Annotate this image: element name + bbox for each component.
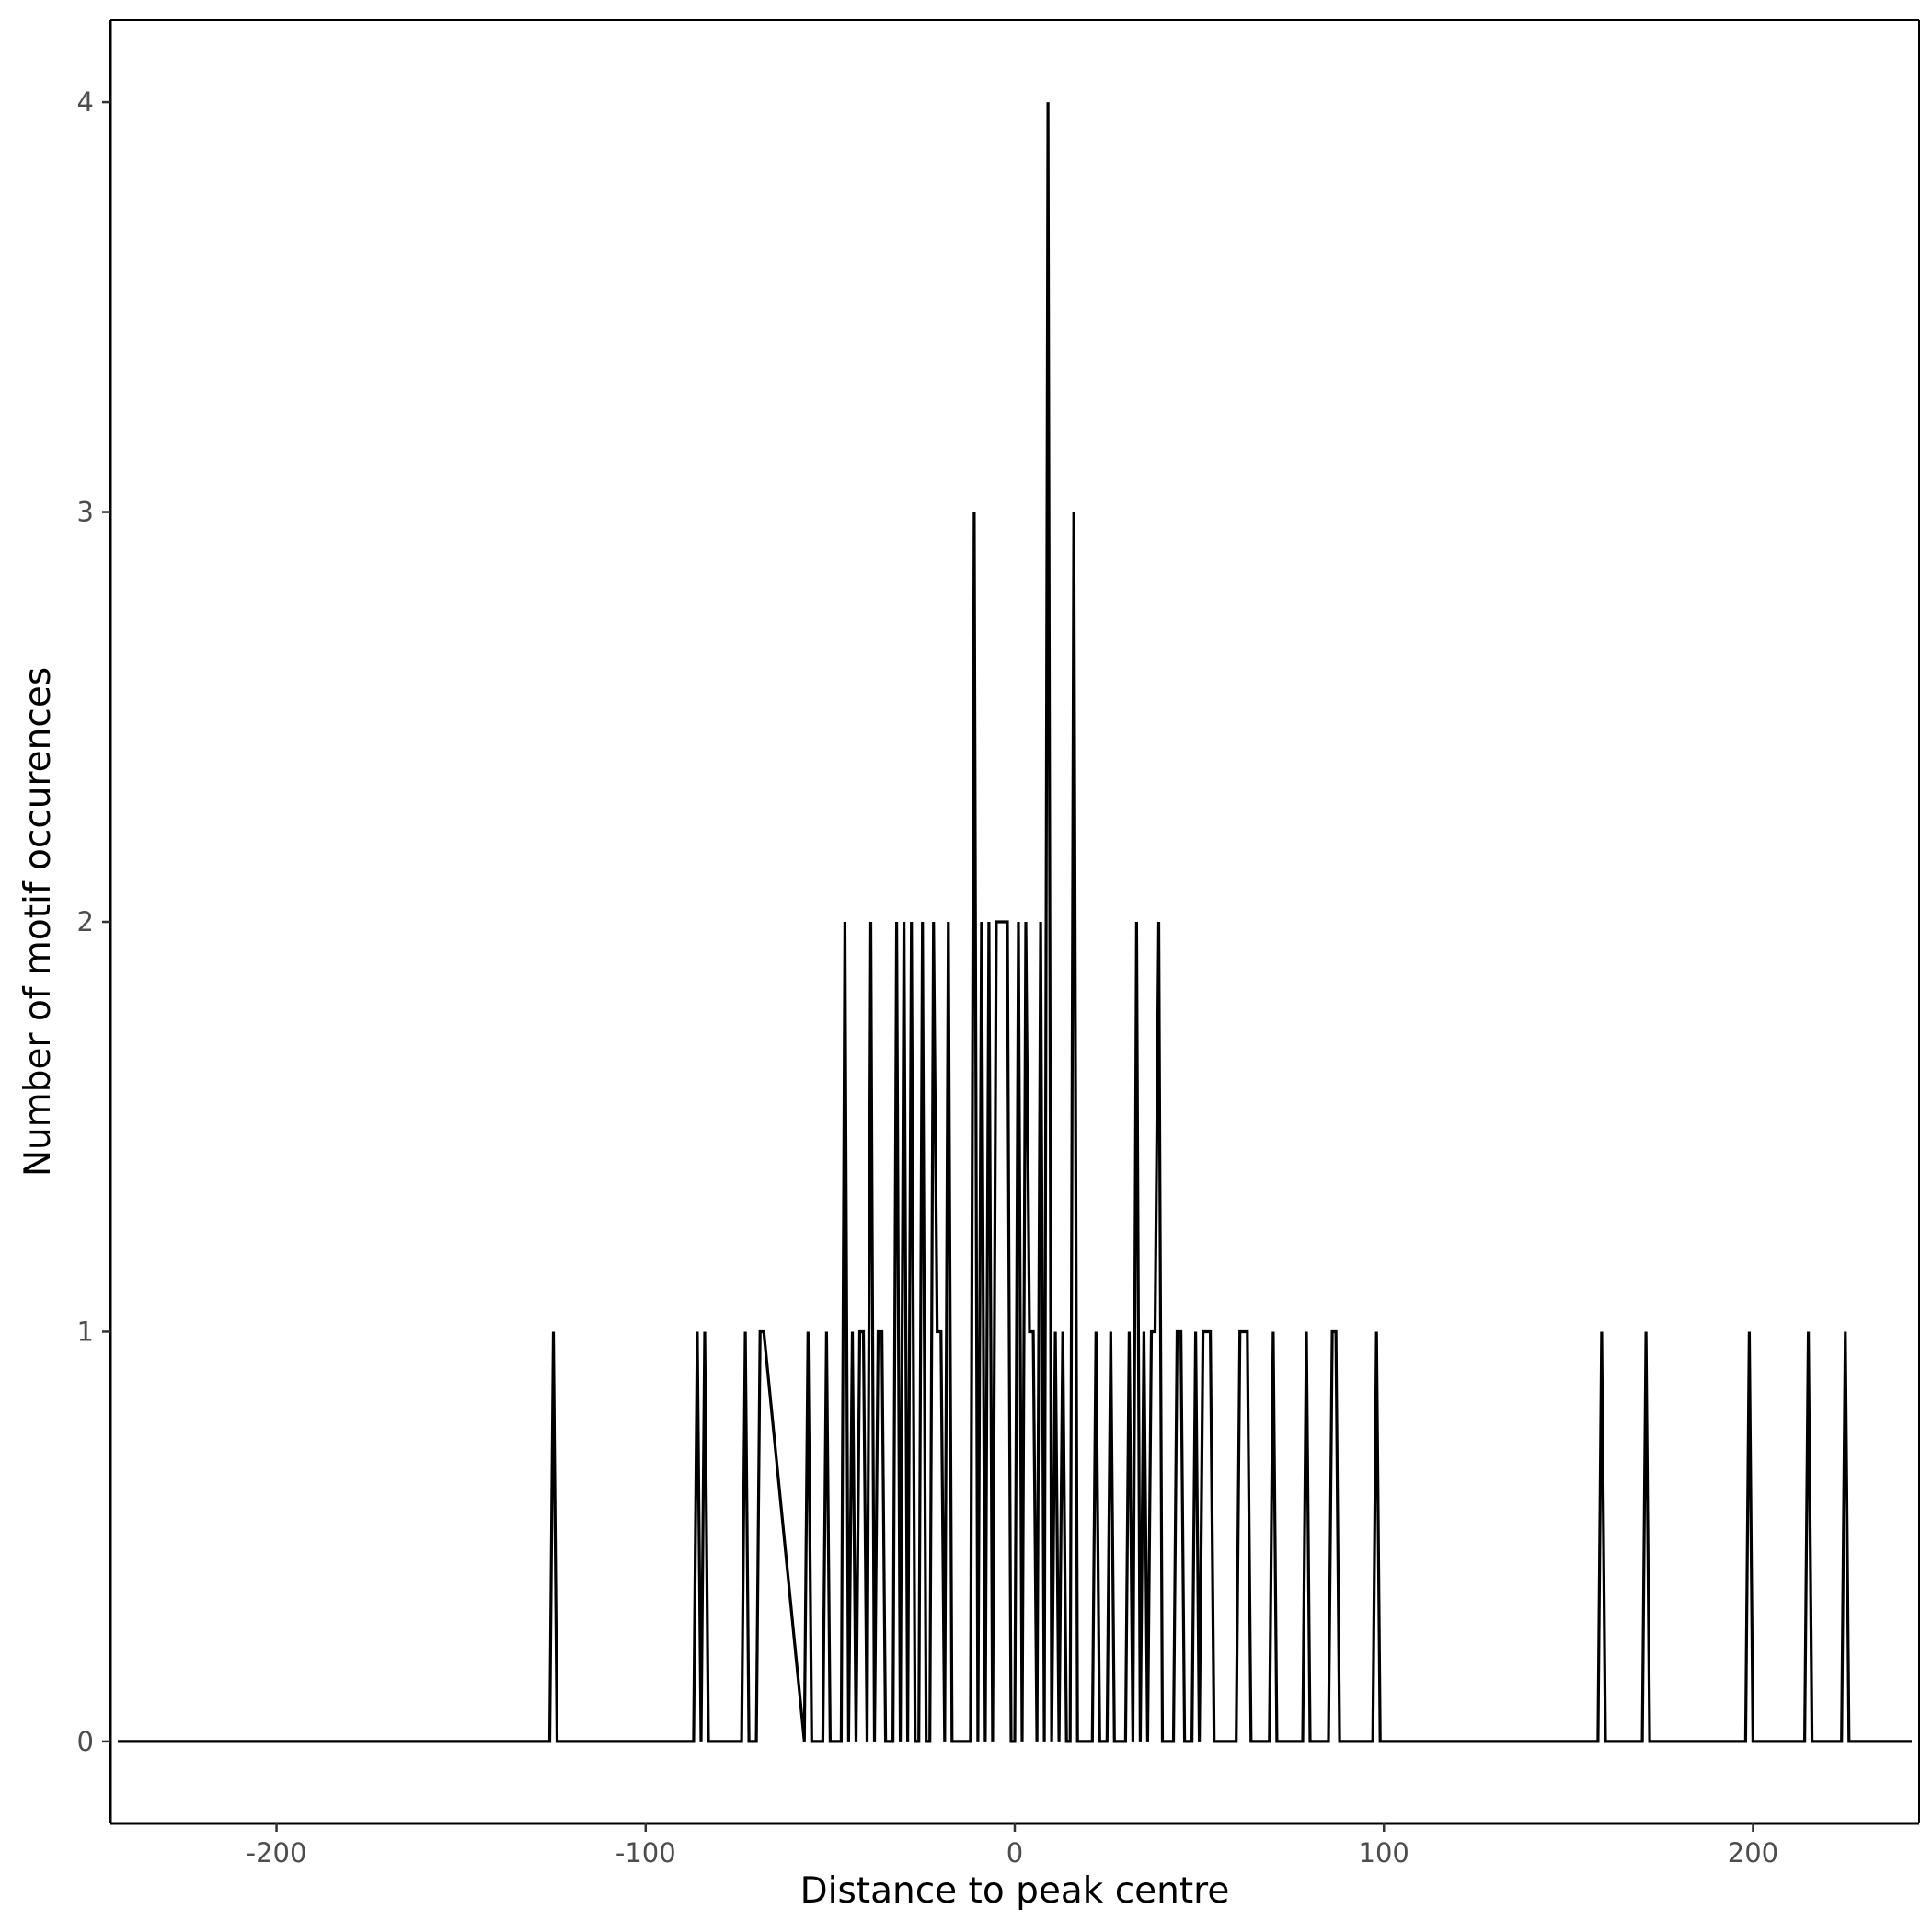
series-layer <box>118 102 1912 1743</box>
y-axis-title: Number of motif occurences <box>17 667 59 1177</box>
y-tick-label: 0 <box>77 1726 94 1757</box>
x-tick-label: 0 <box>1006 1837 1023 1869</box>
x-tick-label: -200 <box>247 1837 307 1869</box>
y-tick-label: 2 <box>77 906 94 937</box>
y-tick-label: 3 <box>77 497 94 528</box>
y-axis-ticks: 0 1 2 3 4 <box>77 86 110 1757</box>
x-tick-label: 100 <box>1359 1837 1409 1869</box>
series-line-0 <box>118 102 1912 1743</box>
y-tick-label: 4 <box>77 86 94 118</box>
x-axis-title: Distance to peak centre <box>800 1870 1230 1912</box>
x-axis-ticks: -200 -100 0 100 200 <box>247 1823 1778 1869</box>
x-tick-label: 200 <box>1728 1837 1778 1869</box>
x-tick-label: -100 <box>615 1837 676 1869</box>
y-tick-label: 1 <box>77 1316 94 1347</box>
